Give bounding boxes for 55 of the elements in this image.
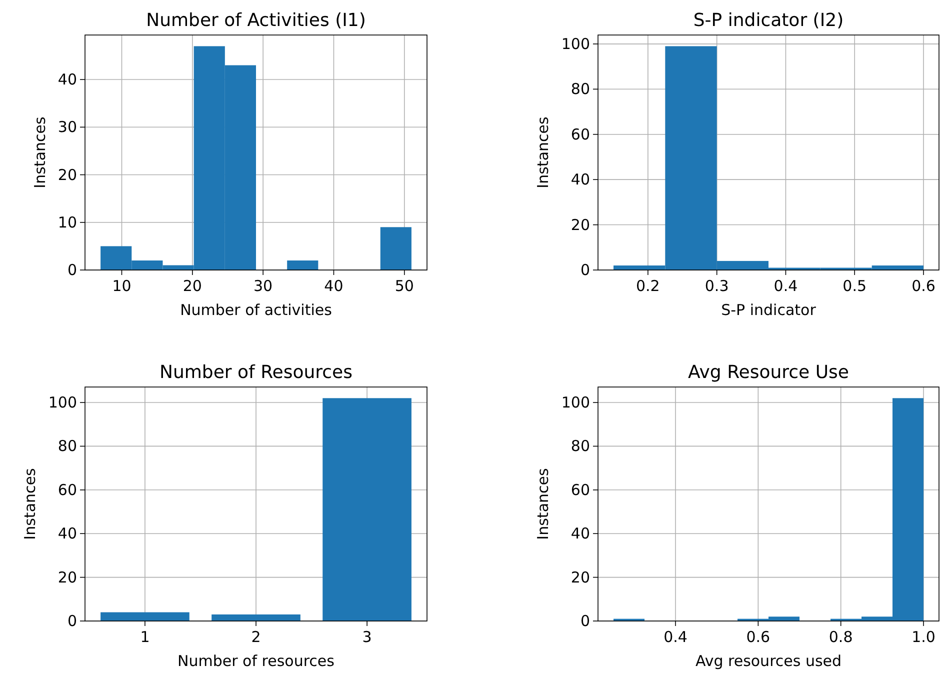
x-tick-label: 1 xyxy=(140,628,150,646)
x-tick-label: 0.4 xyxy=(774,277,798,295)
y-tick-label: 0 xyxy=(580,261,590,279)
y-axis-title: Instances xyxy=(534,116,552,188)
y-tick-label: 20 xyxy=(570,216,590,234)
y-tick-label: 60 xyxy=(58,480,77,499)
y-tick-label: 40 xyxy=(570,170,590,189)
y-tick-label: 40 xyxy=(570,524,590,543)
x-axis-title: Avg resources used xyxy=(695,652,842,670)
x-tick-label: 3 xyxy=(362,628,372,646)
y-axis-title: Instances xyxy=(31,116,49,188)
y-axis-title: Instances xyxy=(534,468,552,540)
x-tick-label: 0.4 xyxy=(664,628,688,646)
y-tick-label: 20 xyxy=(58,166,77,184)
y-tick-label: 40 xyxy=(58,524,77,543)
x-axis-title: S-P indicator xyxy=(721,301,817,319)
y-tick-label: 80 xyxy=(570,437,590,456)
y-tick-label: 10 xyxy=(58,213,77,232)
x-tick-label: 30 xyxy=(254,277,273,295)
y-tick-label: 80 xyxy=(570,80,590,98)
y-tick-label: 60 xyxy=(570,480,590,499)
y-tick-label: 100 xyxy=(48,394,77,412)
x-tick-label: 0.3 xyxy=(704,277,729,295)
y-tick-label: 20 xyxy=(58,568,77,586)
y-tick-label: 60 xyxy=(570,125,590,144)
x-tick-label: 0.2 xyxy=(636,277,660,295)
y-tick-label: 0 xyxy=(67,261,77,279)
y-axis-title: Instances xyxy=(21,468,39,540)
x-axis-title: Number of activities xyxy=(180,301,332,319)
y-tick-label: 30 xyxy=(58,118,77,136)
x-axis-title: Number of resources xyxy=(178,652,335,670)
x-tick-label: 40 xyxy=(324,277,344,295)
bar xyxy=(322,398,412,621)
y-tick-label: 100 xyxy=(561,394,590,412)
bar xyxy=(212,614,300,621)
y-tick-label: 20 xyxy=(570,568,590,586)
x-tick-label: 0.6 xyxy=(912,277,936,295)
chart-title: S-P indicator (I2) xyxy=(693,10,844,31)
y-tick-label: 40 xyxy=(58,70,77,89)
x-tick-label: 1.0 xyxy=(912,628,936,646)
bar xyxy=(100,612,190,621)
x-tick-label: 0.6 xyxy=(746,628,770,646)
y-tick-label: 100 xyxy=(561,34,590,53)
y-tick-label: 0 xyxy=(580,612,590,630)
x-tick-label: 20 xyxy=(182,277,202,295)
x-tick-label: 10 xyxy=(112,277,132,295)
y-tick-label: 80 xyxy=(58,437,77,456)
chart-title: Avg Resource Use xyxy=(688,362,849,383)
x-tick-label: 2 xyxy=(251,628,261,646)
chart-title: Number of Resources xyxy=(159,362,353,383)
y-tick-label: 0 xyxy=(67,612,77,630)
x-tick-label: 0.8 xyxy=(828,628,853,646)
x-tick-label: 50 xyxy=(394,277,414,295)
x-tick-label: 0.5 xyxy=(842,277,867,295)
chart-title: Number of Activities (I1) xyxy=(146,10,366,31)
